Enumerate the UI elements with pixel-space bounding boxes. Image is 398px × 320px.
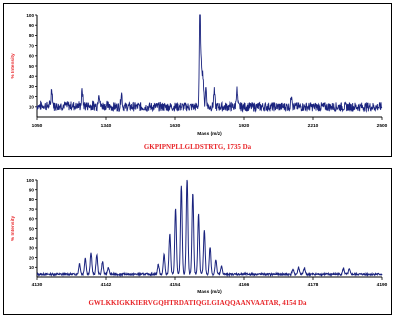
peak-point	[158, 267, 159, 268]
y-tick-label: 80	[29, 33, 35, 38]
chart-caption-bottom: GWLKKIGKKIERVGQHTRDATIQGLGIAQQAANVAATAR,…	[88, 299, 307, 307]
peak-point	[199, 15, 200, 16]
y-axis-label: % Intensity	[10, 53, 16, 79]
peak-point	[215, 262, 216, 263]
x-tick-label: 1340	[101, 123, 112, 129]
y-tick-label: 30	[29, 84, 35, 89]
peak-point	[202, 88, 203, 89]
x-tick-label: 4178	[308, 282, 319, 288]
peak-point	[201, 80, 202, 81]
x-tick-label: 1630	[170, 123, 181, 129]
chart-caption-top: GKPIPNPLLGLDSTRTG, 1735 Da	[143, 143, 252, 151]
peak-point	[192, 195, 193, 196]
peak-point	[90, 255, 91, 256]
peak-point	[221, 269, 222, 270]
spectrum-chart-top: 10 20 30 40 50 60 70 80 90 100 1050 1340 1630 1920 221…	[10, 13, 388, 137]
peak-point	[121, 102, 122, 103]
y-tick-label: 90	[29, 188, 35, 193]
peak-point	[108, 270, 109, 271]
y-axis-label: % Intensity	[10, 216, 16, 242]
y-tick-label: 50	[29, 226, 35, 231]
x-tick-label: 4142	[101, 282, 112, 288]
y-tick-label: 100	[26, 178, 34, 183]
peak-point	[214, 101, 215, 102]
peak-point	[209, 249, 210, 250]
peak-point	[304, 271, 305, 272]
x-tick-label: 4130	[32, 282, 43, 288]
x-tick-label: 4190	[377, 282, 388, 288]
peak-point	[82, 101, 83, 102]
peak-point	[292, 272, 293, 273]
peak-point	[343, 271, 344, 272]
peak-point	[169, 236, 170, 237]
spectrum-chart-bottom: 10 20 30 40 50 60 70 80 90 100 4130 4142 4154 4166 417…	[10, 178, 388, 295]
y-tick-label: 90	[29, 23, 35, 28]
x-tick-label: 1050	[32, 123, 43, 129]
peak-point	[163, 257, 164, 258]
peak-point	[96, 257, 97, 258]
y-tick-label: 80	[29, 197, 35, 202]
y-tick-label: 60	[29, 217, 35, 222]
peak-point	[236, 99, 237, 100]
spectrum-trace	[36, 14, 383, 113]
y-tick-label: 20	[29, 255, 35, 260]
spectrum-panel-top: 10 20 30 40 50 60 70 80 90 100 1050 1340 1630 1920 221…	[3, 3, 392, 157]
peak-point	[79, 266, 80, 267]
y-tick-label: 70	[29, 207, 35, 212]
peak-point	[298, 270, 299, 271]
peak-point	[102, 264, 103, 265]
y-tick-label: 30	[29, 246, 35, 251]
spectrum-panel-bottom: 10 20 30 40 50 60 70 80 90 100 4130 4142 4154 4166 417…	[3, 168, 392, 315]
y-tick-label: 10	[29, 105, 35, 110]
x-axis-label: Mass (m/z)	[197, 289, 222, 295]
peak-point	[204, 233, 205, 234]
y-tick-label: 20	[29, 94, 35, 99]
peak-point	[198, 216, 199, 217]
y-tick-label: 70	[29, 43, 35, 48]
peak-point	[186, 179, 187, 180]
y-tick-label: 50	[29, 64, 35, 69]
peak-point	[181, 187, 182, 188]
x-tick-label: 1920	[239, 123, 250, 129]
peak-point	[205, 97, 206, 98]
x-tick-label: 2500	[377, 123, 388, 129]
spectrum-trace	[36, 179, 383, 278]
x-tick-label: 4154	[170, 282, 181, 288]
peak-point	[51, 99, 52, 100]
peak-point	[85, 260, 86, 261]
y-tick-label: 60	[29, 54, 35, 59]
y-tick-label: 40	[29, 74, 35, 79]
peak-point	[175, 210, 176, 211]
y-tick-label: 100	[26, 13, 34, 18]
peak-point	[98, 102, 99, 103]
x-tick-label: 2210	[308, 123, 319, 129]
y-tick-label: 10	[29, 265, 35, 270]
peak-point	[349, 272, 350, 273]
x-axis-label: Mass (m/z)	[197, 131, 222, 137]
peak-point	[291, 103, 292, 104]
y-tick-label: 40	[29, 236, 35, 241]
x-tick-label: 4166	[239, 282, 250, 288]
